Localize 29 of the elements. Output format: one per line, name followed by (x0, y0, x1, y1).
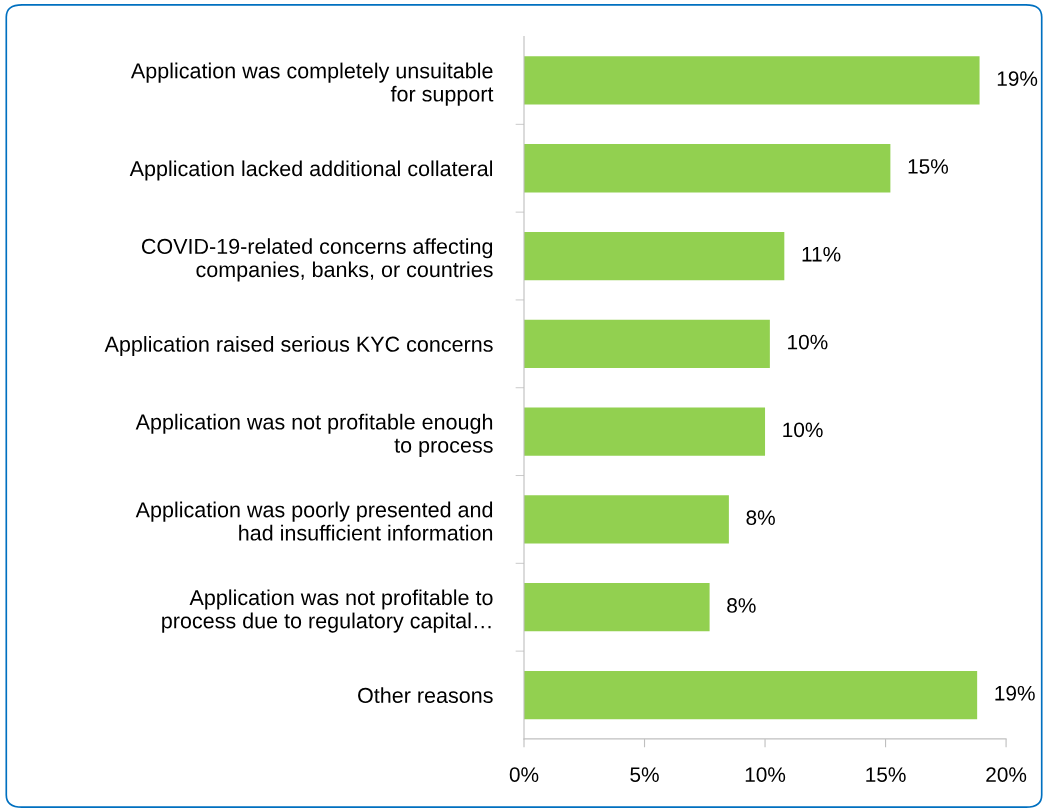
bar (524, 495, 729, 544)
data-label: 8% (746, 510, 775, 526)
y-tick-label: Application lacked additional collateral (129, 160, 493, 181)
y-tick-label: COVID-19-related concerns affecting companies, banks, or countries (141, 238, 493, 282)
y-tick-label: Application was poorly presented and had insufficient information (135, 501, 493, 541)
x-tick-label: 5% (630, 767, 659, 782)
data-label: 19% (997, 71, 1038, 87)
bar (524, 407, 766, 456)
y-tick-label: Application raised serious KYC concerns (104, 336, 493, 357)
bar (524, 56, 980, 105)
bar (524, 319, 770, 368)
x-tick-label: 0% (509, 767, 539, 782)
data-label: 11% (802, 246, 841, 262)
y-tick-label: Application was not profitable enough to process (135, 413, 493, 458)
y-tick-label: Other reasons (358, 687, 493, 704)
data-label: 15% (908, 159, 948, 174)
bar (524, 231, 785, 281)
x-tick-label: 15% (866, 767, 906, 782)
x-tick-label: 10% (745, 767, 786, 782)
y-tick-label: Application was not profitable to process due to regulatory capital… (162, 589, 493, 633)
data-label: 19% (995, 685, 1035, 701)
bar (524, 583, 710, 632)
data-label: 8% (727, 598, 756, 613)
x-tick-label: 20% (986, 767, 1027, 782)
y-tick-label: Application was completely unsuitable for support (130, 62, 494, 106)
bar (524, 670, 978, 720)
bar (524, 144, 891, 193)
data-label: 10% (783, 422, 823, 438)
data-label: 10% (788, 334, 828, 350)
